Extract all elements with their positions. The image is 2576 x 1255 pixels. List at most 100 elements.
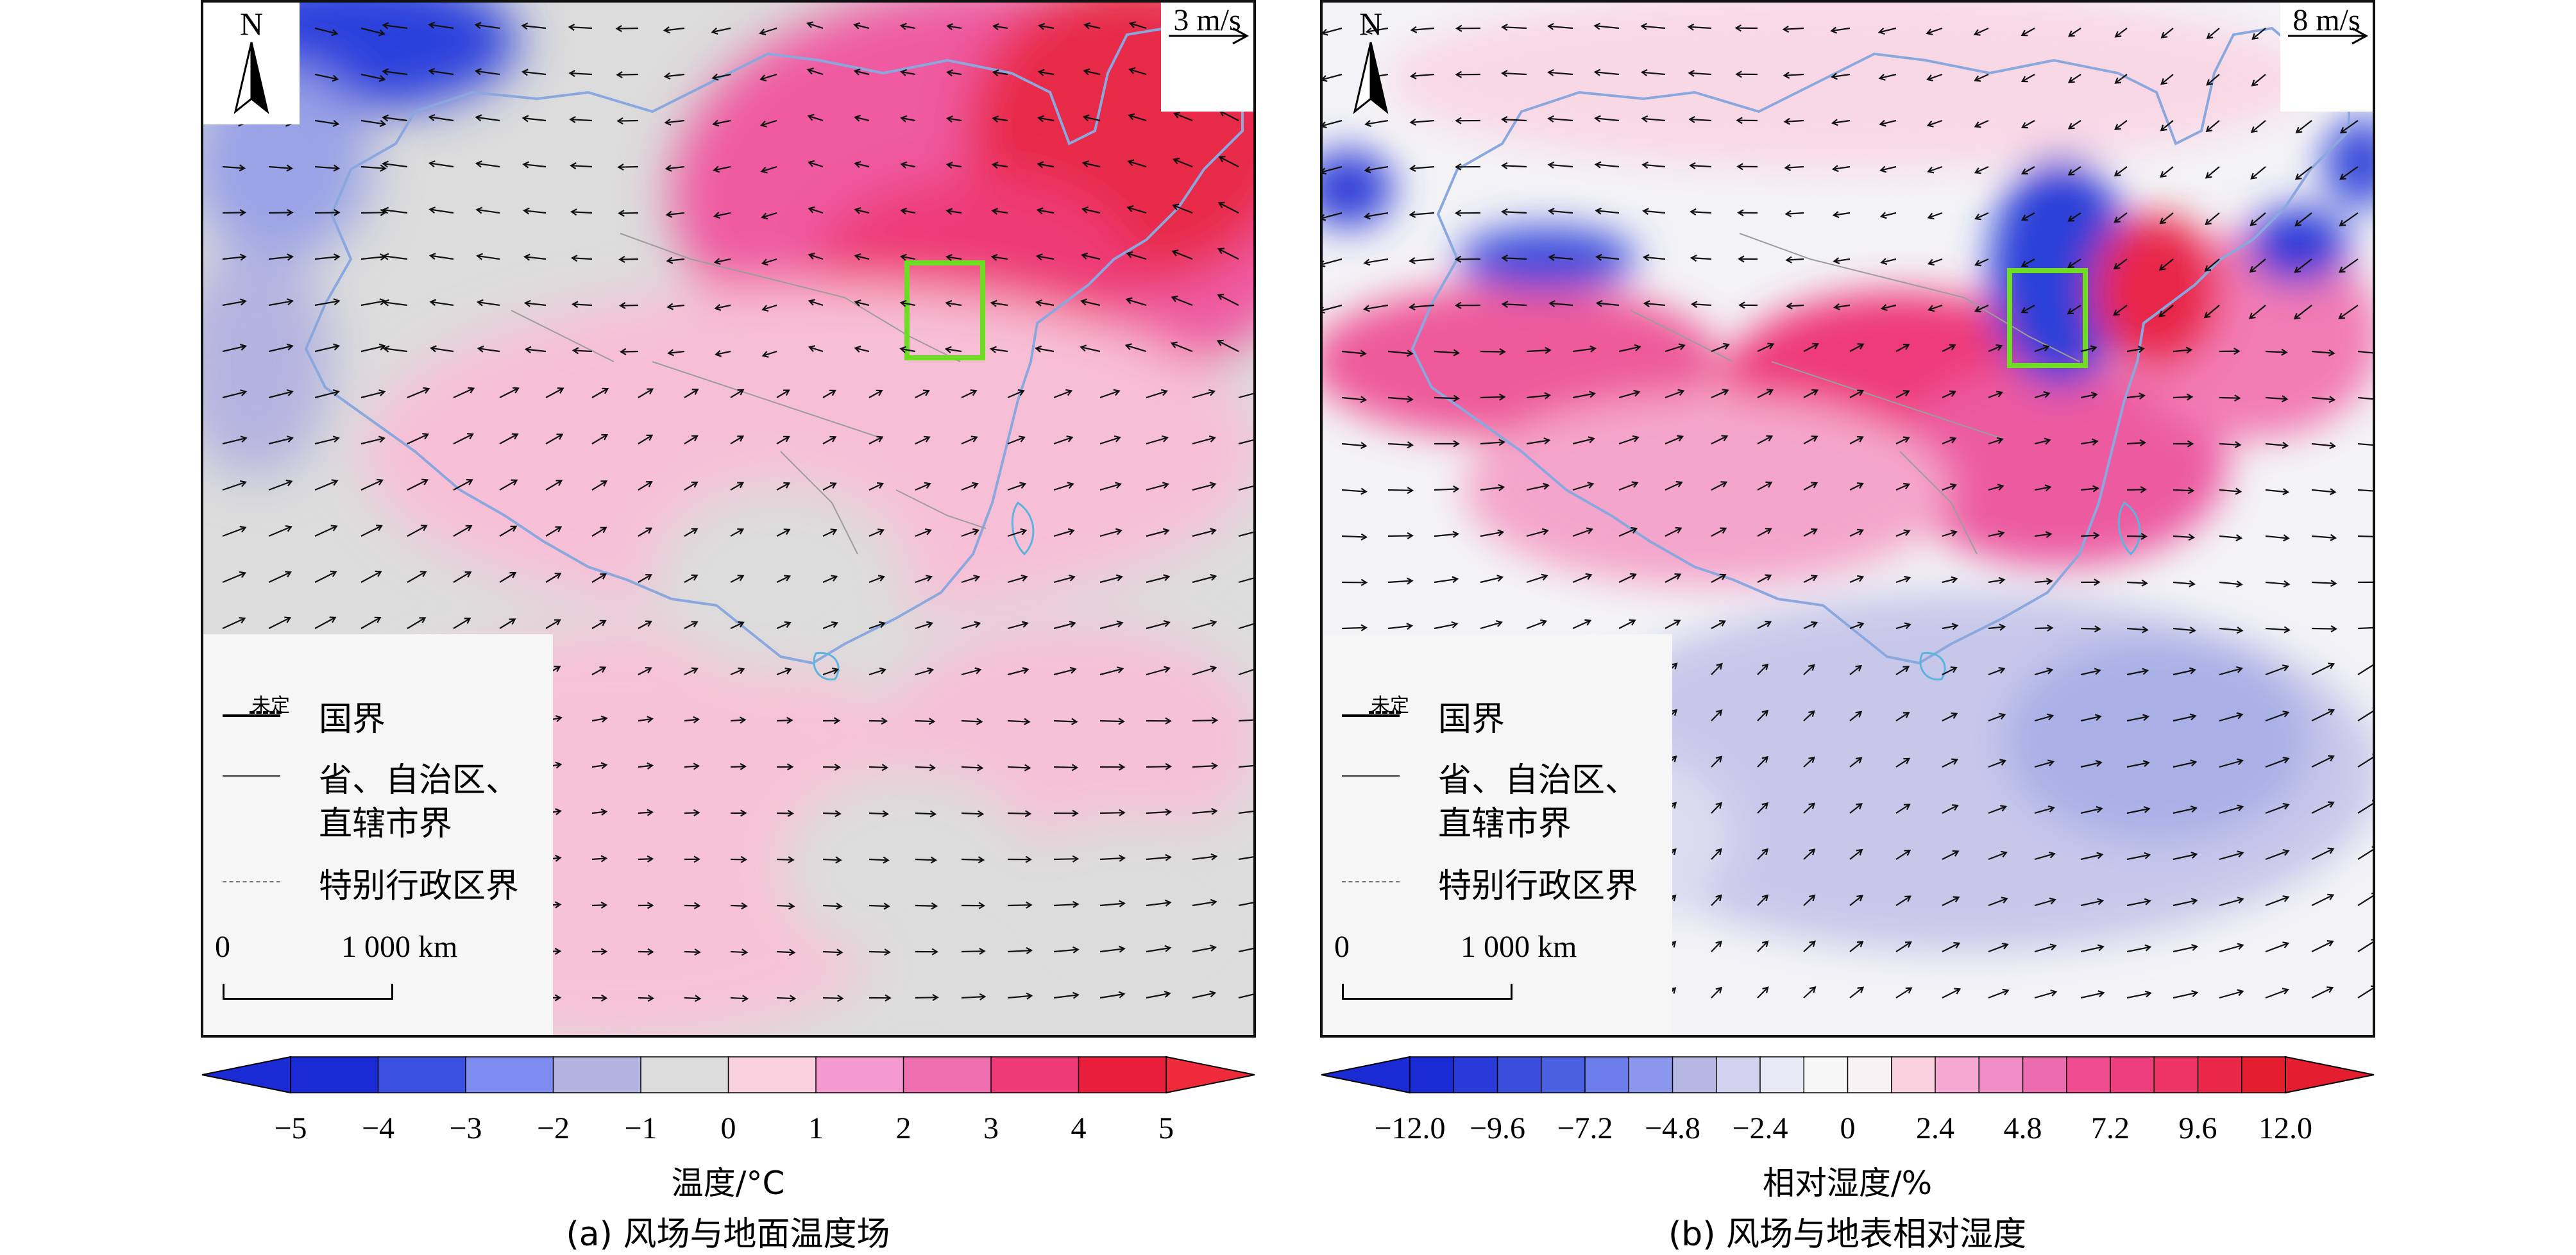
wind-arrow [223, 212, 245, 213]
wind-arrow [2081, 628, 2100, 629]
provincial-border-sample [223, 775, 280, 777]
colorbar-tick-label: 7.2 [2091, 1111, 2130, 1146]
colorbar-tick-label: −1 [624, 1111, 657, 1146]
wind-arrow [777, 859, 793, 860]
wind-arrow [777, 720, 792, 721]
colorbar-segment [1673, 1057, 1717, 1093]
provincial-border-label-1: 省、自治区、 [1438, 753, 1638, 801]
wind-arrow [618, 74, 639, 75]
wind-arrow [869, 767, 887, 768]
wind-arrow [2173, 397, 2192, 398]
colorbar-segment [1760, 1057, 1804, 1093]
colorbar-segment [1541, 1057, 1586, 1093]
colorbar-extend-low [1321, 1057, 1410, 1093]
wind-arrow [621, 351, 638, 352]
wind-arrow [2266, 351, 2287, 353]
colorbar-tick-label: 1 [808, 1111, 824, 1146]
wind-arrow [1054, 767, 1077, 768]
wind-arrow [915, 859, 936, 860]
humidity-colorbar [1320, 1052, 2375, 1103]
wind-arrow [2358, 536, 2373, 537]
wind-arrow [2312, 628, 2336, 629]
scale-km-label: 1 000 km [1461, 929, 1577, 964]
wind-arrow [1008, 767, 1030, 768]
humidity-wind-map: N 8 m/s 未定 国界 省、自治区、 直辖市界 特别行政区界 0 1 000 [1320, 0, 2375, 1038]
panel-b-caption: (b) 风场与地表相对湿度 [1668, 1207, 2026, 1255]
wind-arrow [620, 259, 638, 260]
colorbar-extend-high [1166, 1057, 1255, 1093]
colorbar-extend-low [202, 1057, 291, 1093]
scale-zero-label: 0 [1334, 929, 1350, 964]
wind-arrow [1192, 720, 1217, 721]
wind-arrow [823, 905, 842, 906]
wind-arrow [869, 859, 888, 861]
wind-arrow [731, 905, 747, 906]
colorbar-segment [1892, 1057, 1936, 1093]
colorbar-tick-label: −2.4 [1732, 1111, 1788, 1146]
colorbar-segment [816, 1057, 904, 1093]
boundary-legend: 未定 国界 省、自治区、 直辖市界 特别行政区界 0 1 000 km [1323, 634, 1672, 1035]
colorbar-tick-label: −3 [449, 1111, 482, 1146]
wind-arrow [1480, 351, 1505, 352]
provincial-border-label-1: 省、自治区、 [319, 753, 519, 801]
wind-arrow [962, 813, 983, 814]
wind-arrow [617, 28, 638, 29]
scale-bar [1342, 984, 1513, 1000]
scale-bar [223, 984, 393, 1000]
north-arrow-icon [203, 3, 300, 124]
colorbar-segment [1979, 1057, 2023, 1093]
wind-arrow [915, 813, 935, 814]
colorbar-segment [2242, 1057, 2286, 1093]
wind-arrow [915, 767, 935, 768]
national-border-label: 国界 [319, 692, 386, 740]
wind-arrow [777, 813, 793, 814]
colorbar-tick-label: 2 [896, 1111, 911, 1146]
colorbar-segment [2067, 1057, 2111, 1093]
colorbar-segment [991, 1057, 1079, 1093]
sar-border-sample [223, 881, 280, 882]
wind-arrow [1146, 766, 1171, 767]
temperature-colorbar [201, 1052, 1256, 1103]
colorbar-tick-label: 12.0 [2258, 1111, 2312, 1146]
wind-arrow [823, 813, 840, 814]
wind-arrow [915, 905, 936, 906]
colorbar-segment [2154, 1057, 2198, 1093]
colorbar-tick-label: −7.2 [1557, 1111, 1613, 1146]
colorbar-segment [641, 1057, 729, 1093]
wind-arrow [1388, 490, 1412, 491]
colorbar-tick-label: 9.6 [2179, 1111, 2217, 1146]
wind-arrow [2081, 535, 2099, 536]
wind-arrow [315, 212, 339, 213]
wind-arrow [1388, 535, 1412, 536]
colorbar-segment [904, 1057, 992, 1093]
colorbar-segment [1848, 1057, 1892, 1093]
wind-arrow [869, 905, 889, 906]
colorbar-tick-label: −5 [274, 1111, 307, 1146]
provincial-border-label-2: 直辖市界 [1438, 796, 1572, 845]
wind-arrow [620, 305, 638, 306]
wind-arrow [1008, 813, 1030, 814]
reference-arrow-icon [2280, 3, 2373, 54]
wind-arrow [2127, 536, 2146, 537]
colorbar-segment [1629, 1057, 1673, 1093]
national-border-label: 国界 [1438, 692, 1505, 740]
colorbar-segment [466, 1057, 554, 1093]
wind-arrow [962, 951, 985, 952]
colorbar-tick-label: 5 [1158, 1111, 1174, 1146]
wind-arrow [361, 212, 386, 213]
wind-arrow [2127, 489, 2146, 490]
colorbar-tick-label: 0 [721, 1111, 736, 1146]
wind-arrow [1480, 397, 1504, 398]
undetermined-sample [1369, 711, 1401, 714]
north-arrow: N [1323, 3, 1419, 124]
scale-km-label: 1 000 km [341, 929, 457, 964]
colorbar-tick-label: 0 [1840, 1111, 1856, 1146]
colorbar-segment [2198, 1057, 2242, 1093]
sar-border-label: 特别行政区界 [1438, 859, 1638, 907]
scale-zero-label: 0 [215, 929, 230, 964]
colorbar-segment [2023, 1057, 2067, 1093]
temperature-colorbar-svg [201, 1052, 1256, 1103]
undetermined-sample [250, 711, 282, 714]
